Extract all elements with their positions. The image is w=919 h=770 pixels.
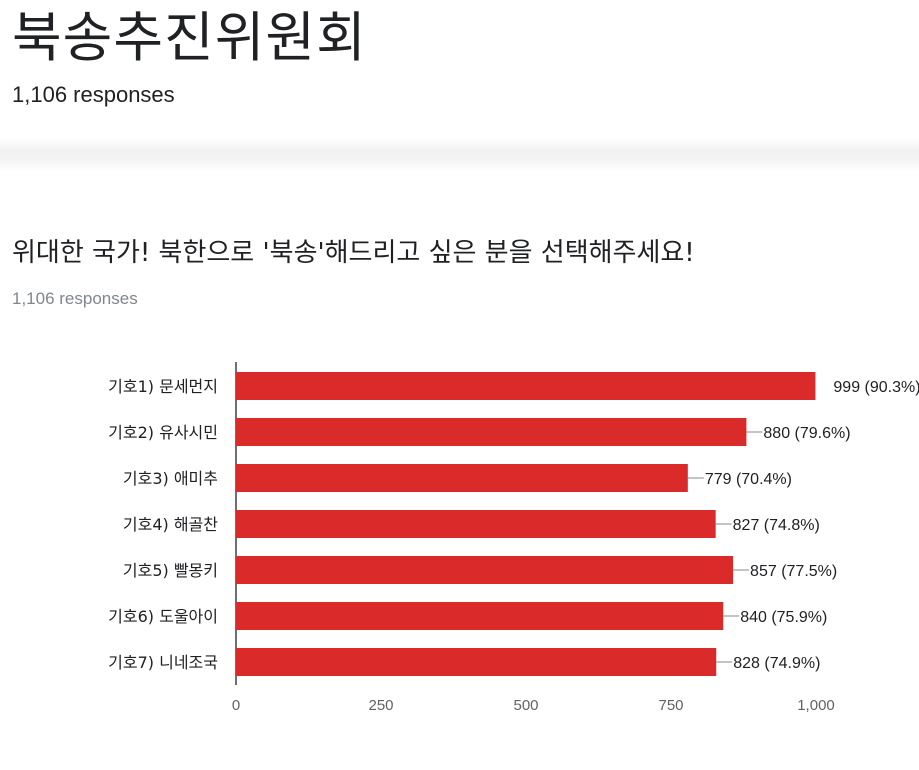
question-title: 위대한 국가! 북한으로 '북송'해드리고 싶은 분을 선택해주세요! [12, 238, 695, 268]
bar [236, 418, 747, 446]
data-label: 779 (70.4%) [705, 471, 792, 488]
data-label: 827 (74.8%) [733, 517, 820, 534]
form-title: 북송추진위원회 [12, 6, 367, 69]
category-label: 기호3) 애미추 [123, 469, 218, 488]
category-label: 기호2) 유사시민 [108, 423, 218, 442]
data-label: 999 (90.3%) [833, 379, 919, 396]
x-tick-label: 0 [232, 697, 240, 714]
question-response-count: 1,106 responses [12, 289, 138, 308]
x-tick-label: 750 [658, 697, 683, 714]
x-tick-label: 500 [513, 697, 538, 714]
x-tick-label: 250 [368, 697, 393, 714]
data-label: 828 (74.9%) [733, 655, 820, 672]
bar [236, 372, 816, 400]
bar [236, 602, 724, 630]
form-response-count: 1,106 responses [12, 82, 175, 107]
data-label: 880 (79.6%) [763, 425, 850, 442]
bar [236, 464, 688, 492]
category-label: 기호7) 니네조국 [108, 653, 218, 672]
x-tick-label: 1,000 [797, 697, 835, 714]
bar [236, 556, 734, 584]
category-label: 기호6) 도울아이 [108, 607, 218, 626]
bar [236, 510, 716, 538]
bar [236, 648, 717, 676]
category-label: 기호1) 문세먼지 [108, 377, 218, 396]
section-divider [0, 138, 919, 172]
data-label: 840 (75.9%) [740, 609, 827, 626]
data-label: 857 (77.5%) [750, 563, 837, 580]
bar-chart: 기호1) 문세먼지 999 (90.3%) 기호2) 유사시민 880 (79.6%)… [108, 362, 919, 714]
category-label: 기호5) 빨몽키 [123, 561, 218, 580]
category-label: 기호4) 해골찬 [123, 515, 218, 534]
